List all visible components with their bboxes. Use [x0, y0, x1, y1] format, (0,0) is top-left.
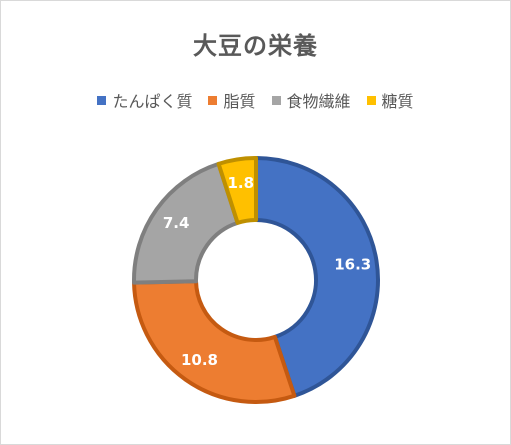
- legend-item-sugar: 糖質: [366, 88, 414, 112]
- legend-swatch-sugar: [366, 95, 376, 105]
- donut-slice-fat: [132, 279, 297, 404]
- legend-label-fat: 脂質: [223, 92, 256, 111]
- legend: たんぱく質 脂質 食物繊維 糖質: [0, 88, 511, 112]
- legend-swatch-protein: [97, 95, 107, 105]
- legend-label-sugar: 糖質: [381, 92, 414, 111]
- donut-slice-protein: [254, 156, 380, 398]
- legend-swatch-fiber: [271, 95, 281, 105]
- data-label-fat: 10.8: [181, 351, 218, 369]
- legend-item-fiber: 食物繊維: [271, 88, 351, 112]
- data-label-sugar: 1.8: [228, 174, 255, 192]
- legend-item-protein: たんぱく質: [97, 88, 192, 112]
- legend-item-fat: 脂質: [208, 88, 256, 112]
- data-label-protein: 16.3: [334, 255, 371, 273]
- donut-slice-sugar: [216, 156, 258, 225]
- chart-title: 大豆の栄養: [193, 32, 318, 60]
- legend-label-fiber: 食物繊維: [286, 92, 351, 111]
- legend-swatch-fat: [208, 95, 218, 105]
- data-label-fiber: 7.4: [163, 214, 190, 232]
- donut-slice-fiber: [132, 161, 240, 285]
- legend-label-protein: たんぱく質: [112, 92, 193, 111]
